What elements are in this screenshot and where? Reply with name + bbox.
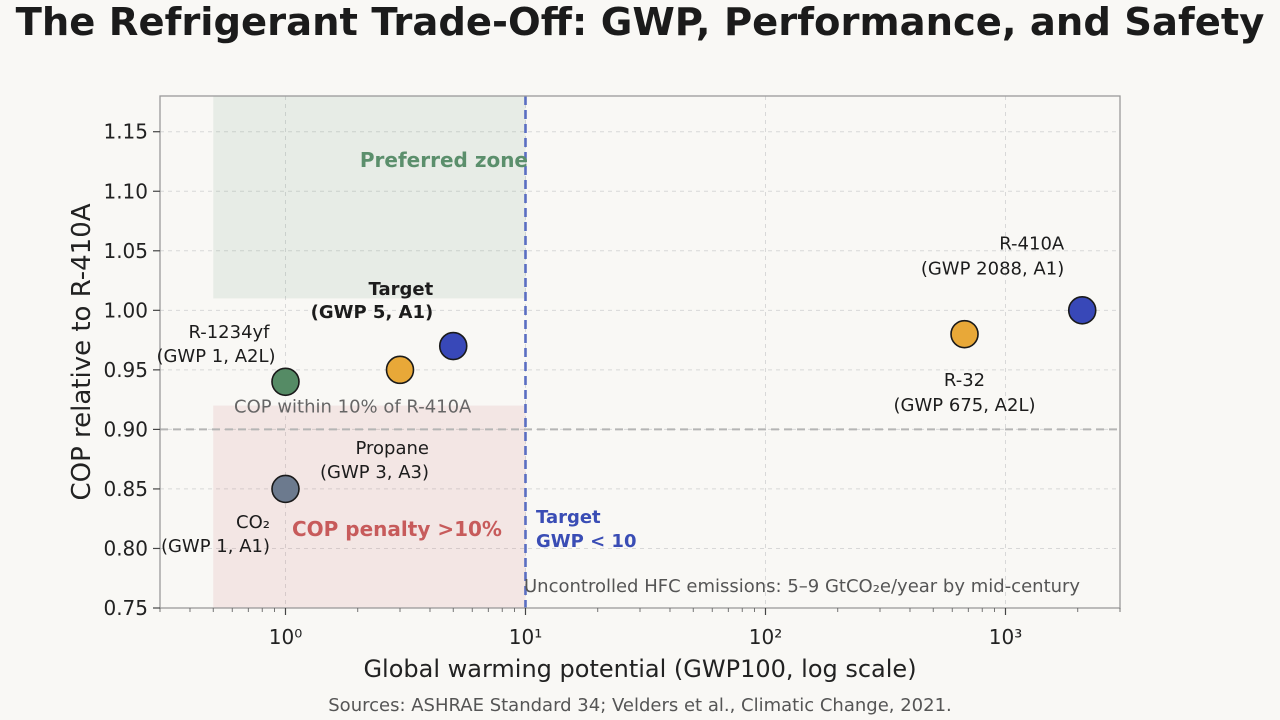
point-r-32: [950, 319, 979, 349]
point-r-1234yf: [271, 367, 300, 397]
point-r-410a: [1067, 296, 1097, 325]
x-tick-label: 10³: [989, 625, 1022, 649]
point-label-r-410a: (GWP 2088, A1): [921, 258, 1064, 279]
y-tick-label: 1.15: [103, 120, 148, 144]
point-propane: [385, 355, 415, 385]
cop-threshold-label: COP within 10% of R-410A: [234, 396, 472, 417]
grid-lines: [160, 96, 1120, 609]
point-target: [438, 331, 468, 361]
region-cop-penalty-10: [213, 405, 526, 608]
point-label-r-1234yf: R-1234yf: [188, 322, 270, 343]
point-co2: [271, 474, 300, 504]
data-points: [271, 296, 1097, 504]
y-tick-label: 0.95: [103, 358, 148, 382]
y-axis-label: COP relative to R-410A: [67, 203, 97, 500]
y-tick-label: 0.90: [103, 417, 148, 441]
region-label-cop-penalty-10: COP penalty >10%: [292, 517, 502, 541]
y-tick-label: 0.80: [103, 536, 148, 560]
target-gwp-label: GWP < 10: [536, 531, 637, 552]
point-label-target: (GWP 5, A1): [311, 302, 434, 323]
emissions-note: Uncontrolled HFC emissions: 5–9 GtCO₂e/y…: [524, 576, 1080, 597]
point-label-propane: (GWP 3, A3): [320, 462, 429, 483]
point-labels: R-1234yf (GWP 1, A2L) CO₂ (GWP 1, A1) Propan…: [156, 233, 1064, 557]
axes: 10⁰ 10¹ 10² 10³ 0.75 0.80 0.85 0.90 0.95 1.00 1.05…: [103, 95, 1121, 649]
region-label-preferred-zone: Preferred zone: [360, 148, 528, 172]
target-gwp-label: Target: [536, 507, 601, 528]
point-label-target: Target: [369, 279, 434, 300]
point-label-r-32: (GWP 675, A2L): [894, 395, 1036, 416]
shaded-regions: [213, 96, 526, 608]
region-preferred-zone: [213, 96, 526, 299]
source-note: Sources: ASHRAE Standard 34; Velders et …: [328, 695, 952, 716]
y-tick-label: 1.10: [103, 179, 148, 203]
point-label-r-1234yf: (GWP 1, A2L): [156, 346, 275, 367]
x-axis-label: Global warming potential (GWP100, log sc…: [363, 655, 916, 683]
x-tick-label: 10¹: [509, 625, 542, 649]
y-tick-label: 0.75: [103, 596, 148, 620]
reference-lines: [160, 96, 1120, 608]
x-tick-label: 10²: [749, 625, 782, 649]
annotations: Preferred zone COP penalty >10% Target GWP …: [234, 148, 1080, 597]
point-label-co2: CO₂: [236, 512, 270, 533]
y-tick-label: 1.00: [103, 298, 148, 322]
point-label-r-32: R-32: [944, 370, 985, 391]
point-label-r-410a: R-410A: [999, 233, 1065, 254]
point-label-co2: (GWP 1, A1): [161, 536, 270, 557]
y-tick-label: 1.05: [103, 239, 148, 263]
point-label-propane: Propane: [356, 438, 430, 459]
chart-title: The Refrigerant Trade-Off: GWP, Performa…: [16, 0, 1265, 45]
y-tick-label: 0.85: [103, 477, 148, 501]
x-tick-label: 10⁰: [269, 625, 302, 649]
